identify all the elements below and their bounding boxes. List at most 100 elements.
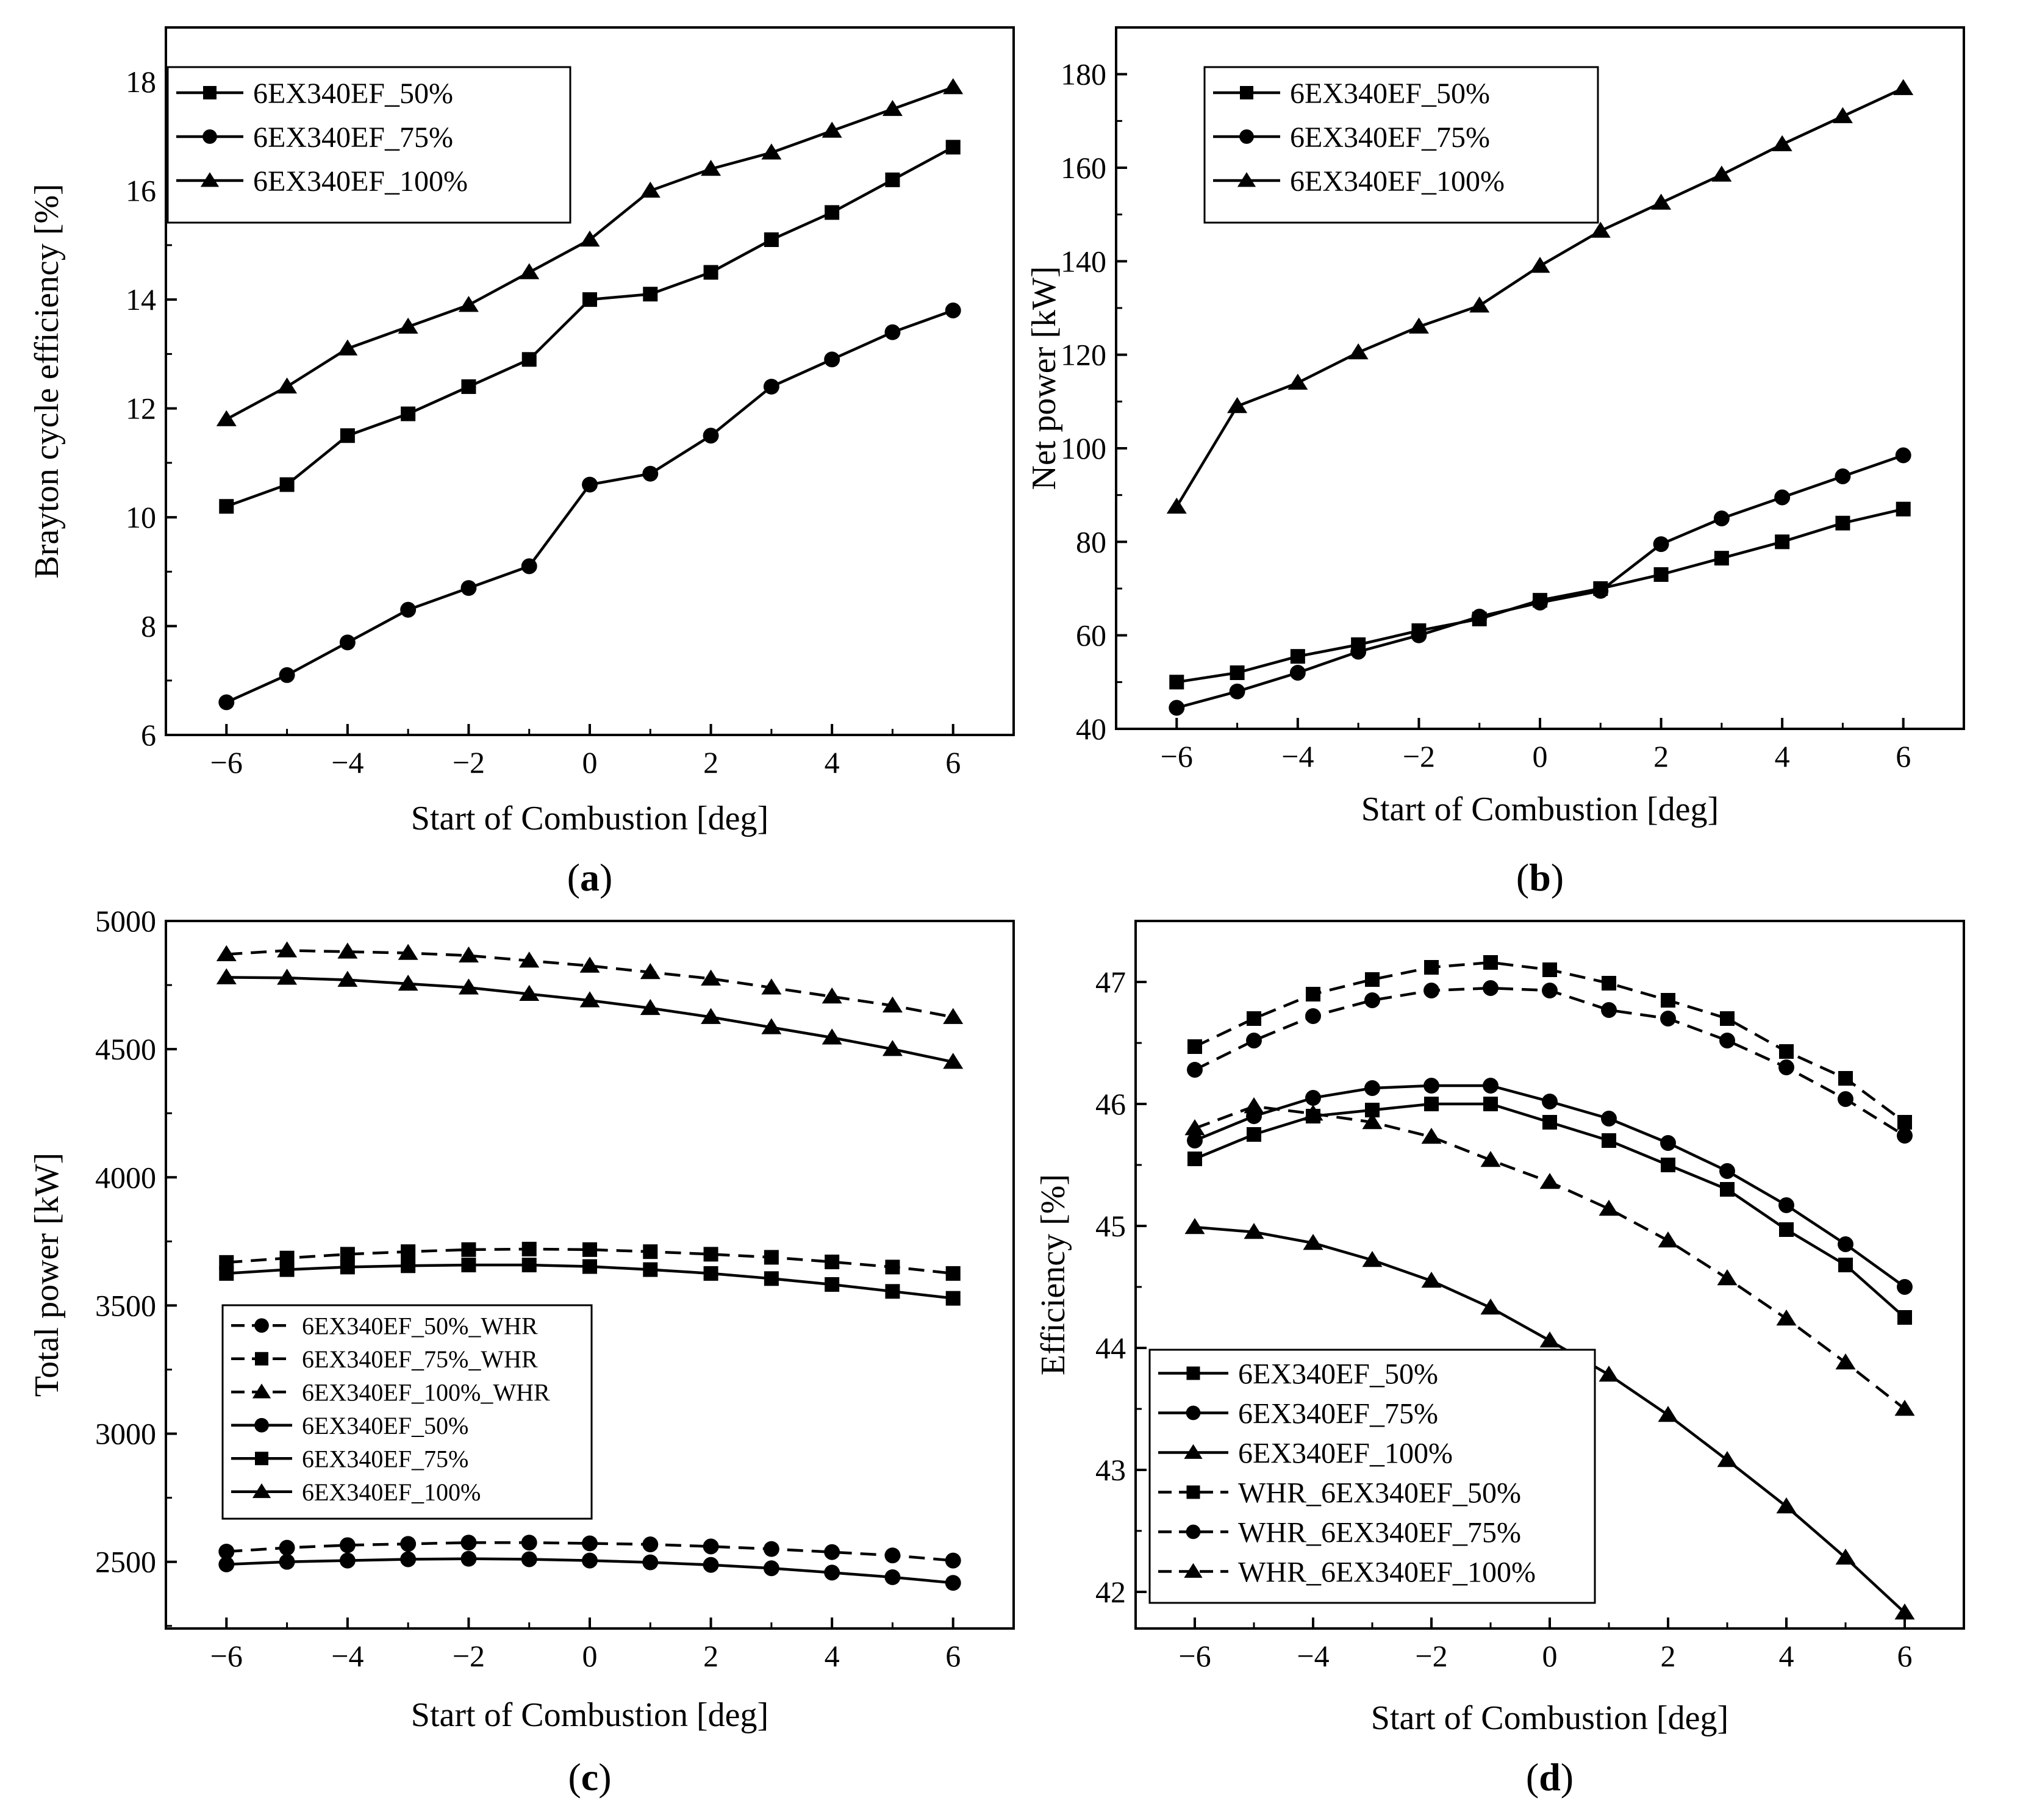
data-point (460, 580, 477, 597)
data-point (825, 205, 840, 220)
data-point (1719, 1163, 1735, 1179)
data-point (825, 1277, 840, 1292)
data-point (219, 499, 234, 514)
data-point (643, 287, 658, 302)
data-point (1832, 107, 1853, 123)
y-tick-label: 46 (1095, 1087, 1126, 1121)
data-point (398, 974, 418, 991)
x-axis-label: Start of Combustion [deg] (1361, 790, 1719, 828)
legend-marker (255, 1452, 268, 1466)
legend-entry: WHR_6EX340EF_75% (1238, 1517, 1521, 1549)
legend-entry: 6EX340EF_100% (1238, 1438, 1453, 1470)
data-point (279, 1553, 295, 1570)
data-point (460, 1535, 477, 1551)
legend-entry: WHR_6EX340EF_50% (1238, 1477, 1521, 1510)
data-point (701, 1008, 722, 1024)
data-point (582, 1259, 597, 1274)
legend-entry: 6EX340EF_100% (302, 1478, 481, 1506)
data-point (1290, 649, 1305, 664)
data-point (1421, 1128, 1442, 1144)
legend-entry: 6EX340EF_100% (253, 165, 468, 198)
data-point (1411, 627, 1427, 643)
data-point (642, 1554, 659, 1571)
panel-label: (c) (568, 1755, 611, 1799)
data-point (1838, 1091, 1853, 1107)
data-point (764, 232, 779, 247)
series-line (1194, 1102, 1906, 1319)
data-point (1897, 1115, 1912, 1130)
data-point (1423, 1078, 1439, 1094)
x-axis-label: Start of Combustion [deg] (411, 1696, 768, 1734)
data-point (824, 1544, 840, 1560)
data-point (339, 1552, 356, 1569)
data-point (1421, 1272, 1442, 1288)
y-tick-label: 43 (1095, 1453, 1126, 1487)
data-point (521, 1551, 537, 1567)
data-point (1653, 567, 1669, 582)
data-point (763, 378, 779, 395)
legend-marker (1186, 1524, 1201, 1539)
data-point (1483, 1097, 1498, 1111)
chart-panel-c: −6 −4 −2 0 2 4 6 2500 3000 3500 4000 4500 5000 Start … (28, 904, 1015, 1799)
data-point (761, 1018, 782, 1034)
data-point (1602, 1133, 1616, 1148)
data-point (1776, 1309, 1797, 1326)
x-tick-label: −6 (1178, 1639, 1211, 1673)
data-point (1838, 1236, 1853, 1252)
data-point (400, 1551, 417, 1567)
data-point (1303, 1105, 1323, 1121)
data-point (1838, 1071, 1853, 1086)
x-tick-label: −2 (1403, 739, 1435, 773)
legend-marker (255, 1352, 268, 1366)
y-tick-label: 100 (1061, 431, 1106, 465)
data-point (763, 1560, 779, 1577)
data-point (764, 1250, 779, 1265)
data-point (401, 406, 416, 421)
y-tick-label: 2500 (95, 1545, 156, 1579)
data-point (701, 160, 722, 176)
data-point (1289, 665, 1306, 681)
legend-entry: 6EX340EF_75% (1238, 1398, 1438, 1430)
data-point (1539, 1173, 1560, 1189)
x-tick-label: 4 (825, 1639, 840, 1673)
data-point (1720, 1011, 1735, 1026)
x-tick-label: 6 (1897, 1639, 1913, 1673)
data-point (519, 984, 540, 1001)
data-point (1303, 1234, 1323, 1250)
data-point (579, 956, 600, 973)
data-point (1897, 1310, 1912, 1325)
x-tick-label: 4 (1779, 1639, 1794, 1673)
data-point (824, 1564, 840, 1581)
legend-marker (1240, 86, 1253, 99)
data-point (1187, 1152, 1202, 1166)
data-point (1166, 497, 1187, 514)
data-point (643, 1244, 658, 1259)
data-point (1364, 1080, 1380, 1096)
legend-marker (1186, 1485, 1200, 1499)
data-point (1424, 960, 1439, 975)
data-point (277, 377, 298, 394)
data-point (1835, 1549, 1856, 1565)
data-point (279, 667, 295, 683)
data-point (461, 379, 476, 394)
data-point (1483, 980, 1499, 996)
data-point (1717, 1269, 1738, 1286)
data-point (1365, 972, 1380, 987)
data-point (519, 263, 540, 279)
legend-marker (252, 1383, 271, 1399)
x-tick-label: −6 (210, 745, 243, 779)
legend-entry: 6EX340EF_50%_WHR (302, 1312, 538, 1339)
data-point (458, 978, 479, 995)
data-point (279, 477, 295, 492)
x-tick-label: 0 (582, 745, 598, 779)
data-point (642, 465, 659, 482)
data-point (1779, 1044, 1794, 1059)
data-point (1469, 296, 1490, 313)
data-point (885, 172, 900, 187)
data-point (216, 968, 237, 984)
data-point (1542, 1094, 1558, 1109)
y-axis-label: Total power [kW] (28, 1153, 66, 1397)
legend-marker (200, 172, 220, 187)
data-point (945, 1552, 961, 1569)
